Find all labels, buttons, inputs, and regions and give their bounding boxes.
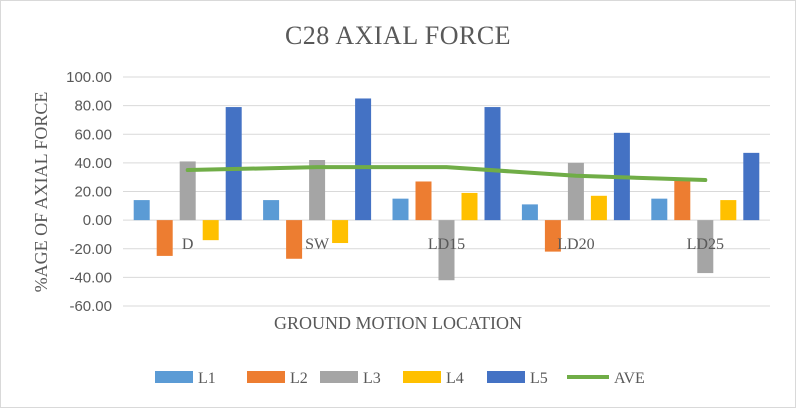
bar-l4-ld25 xyxy=(720,200,737,221)
bar-l3-sw xyxy=(309,160,326,221)
bar-l2-ld20 xyxy=(544,220,561,252)
legend-label-ave: AVE xyxy=(614,370,645,387)
legend-swatch-l5 xyxy=(487,371,525,383)
bar-l2-d xyxy=(156,220,173,256)
gridlines xyxy=(123,76,770,307)
ave-line xyxy=(185,165,708,183)
bar-marks xyxy=(133,98,760,281)
legend-swatch-l1 xyxy=(155,371,193,383)
bar-l4-ld15 xyxy=(461,192,478,221)
bar-l1-ld20 xyxy=(521,204,538,221)
category-label-sw: SW xyxy=(305,236,330,253)
bar-l1-d xyxy=(133,200,150,221)
category-labels: D SW LD15 LD20 LD25 xyxy=(182,236,724,253)
chart-title: C28 AXIAL FORCE xyxy=(285,21,511,50)
legend-swatch-l2 xyxy=(247,371,285,383)
y-tick-label: 100.00 xyxy=(66,69,112,86)
bar-l2-ld25 xyxy=(674,180,691,221)
y-tick-label: -40.00 xyxy=(69,269,112,286)
bar-l3-d xyxy=(179,161,196,221)
y-tick-label: 40.00 xyxy=(74,155,112,172)
bar-l4-sw xyxy=(332,220,349,244)
bar-l1-sw xyxy=(263,200,280,221)
y-tick-label: 20.00 xyxy=(74,184,112,201)
bar-l3-ld25 xyxy=(697,220,714,274)
y-tick-label: 80.00 xyxy=(74,98,112,115)
legend-label-l2: L2 xyxy=(290,370,308,387)
bar-l2-sw xyxy=(286,220,303,259)
legend-label-l1: L1 xyxy=(198,370,216,387)
bar-l3-ld20 xyxy=(567,162,584,221)
bar-l5-sw xyxy=(355,98,372,221)
bar-l1-ld15 xyxy=(392,198,409,221)
y-tick-label: -20.00 xyxy=(69,241,112,258)
category-label-d: D xyxy=(182,236,194,253)
y-tick-labels: -60.00 -40.00 -20.00 0.00 20.00 40.00 60.00 80.… xyxy=(66,69,112,315)
legend-swatch-l3 xyxy=(320,371,358,383)
bar-l1-ld25 xyxy=(651,198,668,221)
y-axis-title: %AGE OF AXIAL FORCE xyxy=(31,92,51,293)
y-tick-label: -60.00 xyxy=(69,298,112,315)
legend-label-l3: L3 xyxy=(363,370,381,387)
legend: L1 L2 L3 L4 L5 AVE xyxy=(155,370,645,387)
category-label-ld25: LD25 xyxy=(687,236,724,253)
line-ave xyxy=(185,165,708,183)
y-tick-label: 0.00 xyxy=(83,212,112,229)
category-label-ld15: LD15 xyxy=(428,236,465,253)
legend-swatch-l4 xyxy=(403,371,441,383)
bar-l5-ld25 xyxy=(743,152,760,221)
bar-l5-ld15 xyxy=(484,107,501,221)
y-tick-label: 60.00 xyxy=(74,126,112,143)
bar-l4-ld20 xyxy=(590,195,607,221)
x-axis-title: GROUND MOTION LOCATION xyxy=(274,313,522,333)
category-label-ld20: LD20 xyxy=(557,236,594,253)
legend-label-l5: L5 xyxy=(530,370,548,387)
bar-l2-ld15 xyxy=(415,181,432,221)
bar-l5-d xyxy=(225,107,242,221)
bar-l4-d xyxy=(202,220,219,241)
legend-label-l4: L4 xyxy=(446,370,464,387)
bar-l3-ld15 xyxy=(438,220,455,281)
